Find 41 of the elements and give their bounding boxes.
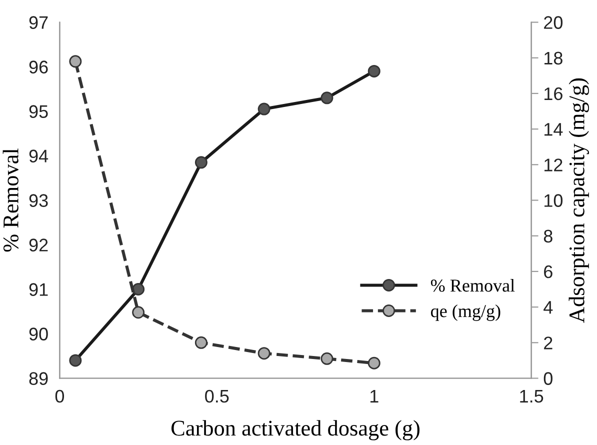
y2-tick-label: 4 — [544, 301, 553, 314]
y-tick-label: 95 — [29, 105, 48, 118]
y-tick-label: 96 — [29, 60, 48, 74]
point — [132, 283, 145, 296]
y2-tick-label: 0 — [544, 372, 552, 385]
x-tick-label: 1.5 — [520, 390, 544, 403]
x-tick-label: 0.5 — [205, 390, 229, 403]
point — [69, 55, 82, 68]
point — [368, 356, 380, 370]
y-tick-label: 93 — [29, 194, 48, 207]
point — [258, 347, 270, 360]
point — [69, 354, 82, 367]
y-tick-label: 92 — [29, 238, 48, 252]
point — [320, 92, 334, 104]
y2-tick-label: 18 — [544, 52, 562, 65]
y2-tick-label: 14 — [544, 123, 563, 136]
y2-tick-label: 6 — [544, 265, 552, 278]
y-tick-label: 89 — [29, 372, 48, 385]
point — [132, 306, 145, 319]
y2-tick-label: 16 — [544, 87, 562, 100]
legend-label: qe (mg/g) — [430, 304, 500, 321]
point — [258, 102, 270, 116]
x-axis-title: Carbon activated dosage (g) — [171, 420, 420, 440]
y2-tick-label: 2 — [544, 336, 552, 350]
y2-tick-label: 20 — [544, 16, 563, 29]
x-tick-label: 0 — [55, 390, 64, 403]
y2-tick-label: 10 — [544, 194, 563, 207]
point — [320, 352, 334, 365]
y-axis-title: % Removal — [2, 148, 19, 252]
x-tick-label: 1 — [370, 390, 378, 402]
y-tick-label: 90 — [29, 328, 48, 340]
point — [194, 336, 208, 349]
point — [194, 156, 208, 169]
y-tick-label: 97 — [29, 16, 48, 29]
legend-label: % Removal — [430, 279, 515, 292]
y-tick-label: 94 — [29, 150, 48, 162]
y2-axis-title: Adsorption capacity (mg/g) — [568, 78, 589, 323]
y2-tick-label: 12 — [544, 158, 562, 172]
y2-tick-label: 8 — [544, 230, 552, 243]
point — [368, 64, 380, 78]
y-tick-label: 91 — [29, 283, 48, 296]
